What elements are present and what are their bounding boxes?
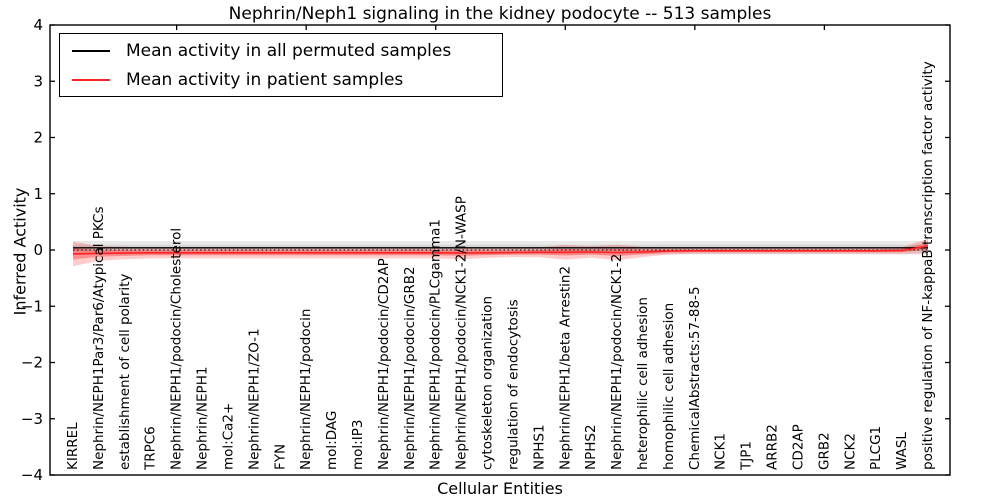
x-category-label: Nephrin/NEPH1/podocin/NCK1-2 — [609, 254, 625, 470]
permuted-line-swatch — [72, 49, 110, 52]
legend-entry-patient: Mean activity in patient samples — [72, 70, 502, 90]
x-category-label: cytoskeleton organization — [480, 296, 496, 470]
x-category-label: mol:DAG — [324, 411, 340, 470]
x-category-label: WASL — [894, 432, 910, 470]
y-tick-label: 0 — [33, 241, 43, 259]
chart-title: Nephrin/Neph1 signaling in the kidney po… — [228, 4, 772, 24]
x-category-label: homophilic cell adhesion — [661, 303, 677, 470]
x-category-label: heterophilic cell adhesion — [635, 297, 651, 470]
x-category-label: TRPC6 — [143, 426, 159, 471]
legend-box: Mean activity in all permuted samples Me… — [59, 33, 503, 97]
x-category-label: regulation of endocytosis — [505, 299, 521, 470]
x-category-label: establishment of cell polarity — [117, 274, 133, 470]
x-category-label: Nephrin/NEPH1 — [195, 367, 211, 470]
x-category-label: Nephrin/NEPH1/podocin/Cholesterol — [169, 228, 185, 470]
x-category-label: Nephrin/NEPH1/podocin/PLCgamma1 — [428, 219, 444, 470]
patient-mean-line — [72, 245, 929, 255]
legend-label-permuted: Mean activity in all permuted samples — [126, 40, 452, 61]
x-category-label: Nephrin/NEPH1/podocin — [298, 309, 314, 470]
x-category-label: ChemicalAbstracts:57-88-5 — [687, 286, 703, 470]
y-axis-label: Inferred Activity — [10, 187, 30, 316]
y-tick-label: 1 — [33, 185, 43, 203]
x-category-label: Nephrin/NEPH1/podocin/NCK1-2/N-WASP — [454, 196, 470, 470]
y-tick-label: −4 — [21, 466, 43, 484]
x-category-label: PLCG1 — [868, 426, 884, 470]
legend-entry-permuted: Mean activity in all permuted samples — [72, 41, 502, 61]
x-category-label: NPHS1 — [531, 424, 547, 470]
x-category-label: Nephrin/NEPH1Par3/Par6/Atypical PKCs — [91, 207, 107, 471]
y-tick-label: −1 — [21, 297, 43, 315]
x-category-label: TJP1 — [739, 441, 755, 471]
x-category-label: NCK2 — [842, 433, 858, 470]
y-tick-label: −2 — [21, 354, 43, 372]
x-category-label: mol:Ca2+ — [220, 403, 236, 470]
x-category-label: Nephrin/NEPH1/beta Arrestin2 — [557, 266, 573, 470]
x-category-label: ARRB2 — [765, 424, 781, 470]
x-category-label: FYN — [272, 444, 288, 470]
patient-inner-band — [73, 242, 928, 260]
y-tick-label: −3 — [21, 410, 43, 428]
legend-label-patient: Mean activity in patient samples — [126, 69, 404, 90]
y-tick-label: 2 — [33, 129, 43, 147]
y-tick-label: 4 — [33, 16, 43, 34]
x-axis-label: Cellular Entities — [437, 479, 563, 498]
x-category-label: CD2AP — [790, 424, 806, 470]
patient-line-swatch — [72, 78, 110, 81]
x-category-label: NCK1 — [713, 433, 729, 470]
x-category-label: Nephrin/NEPH1/podocin/CD2AP — [376, 258, 392, 470]
y-tick-label: 3 — [33, 72, 43, 90]
x-category-label: NPHS2 — [583, 424, 599, 470]
x-category-label: GRB2 — [816, 432, 832, 470]
x-category-label: Nephrin/NEPH1/ZO-1 — [246, 328, 262, 470]
x-category-label: mol:IP3 — [350, 420, 366, 470]
x-category-label: positive regulation of NF-kappaB transcr… — [920, 61, 936, 470]
x-category-label: Nephrin/NEPH1/podocin/GRB2 — [402, 266, 418, 470]
x-category-label: KIRREL — [65, 422, 81, 470]
